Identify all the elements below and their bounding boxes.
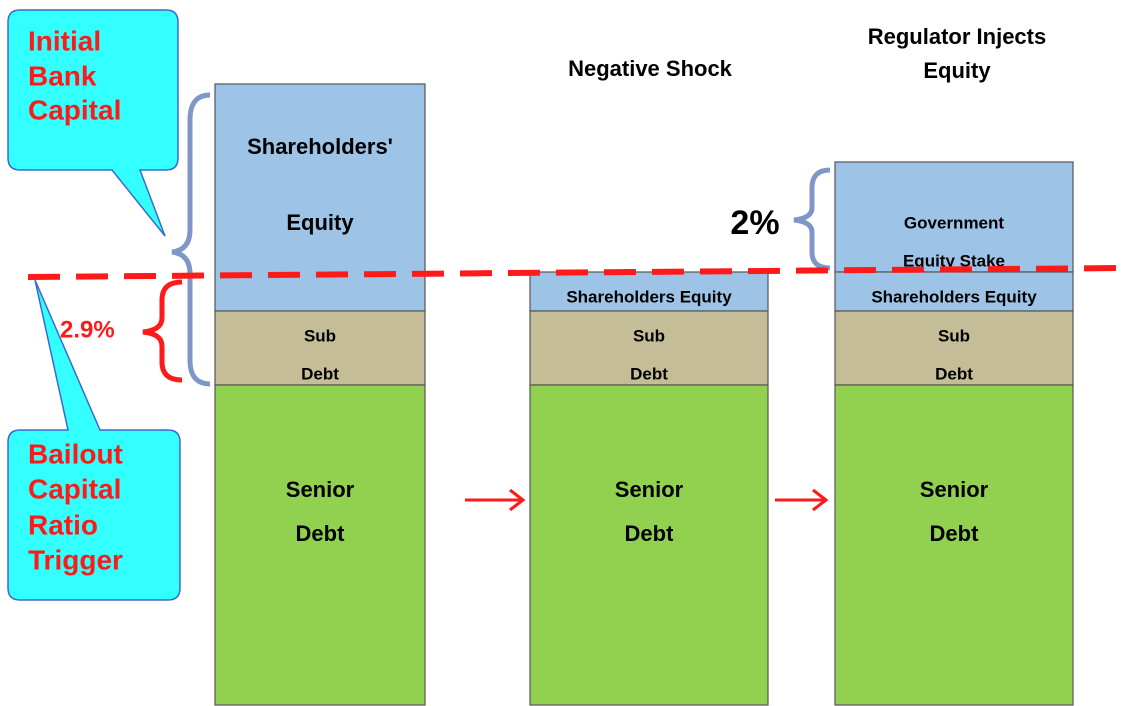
block-label: Senior (920, 477, 989, 502)
block-label: Debt (935, 364, 973, 383)
block-label: Debt (296, 521, 346, 546)
arrow (465, 488, 829, 512)
sub-debt-block (214, 310, 426, 386)
callout-text: Ratio (28, 509, 98, 540)
annotation: 2.9% (60, 316, 115, 343)
annotation: 2% (730, 204, 779, 242)
senior-debt-block (834, 384, 1074, 706)
block-label: Equity Stake (903, 251, 1005, 270)
callout-trigger (7, 279, 181, 601)
callout-text: Bailout (28, 438, 123, 469)
block-label: Equity (286, 210, 354, 235)
trigger-line (27, 265, 1122, 280)
brace (793, 167, 831, 271)
block-label: Debt (625, 521, 675, 546)
block-label: Senior (286, 477, 355, 502)
callout-text: Capital (28, 94, 121, 125)
senior-debt-block (529, 384, 769, 706)
gov-equity-block (834, 161, 1074, 273)
block-label: Sub (304, 326, 336, 345)
block-label: Debt (301, 364, 339, 383)
block-label: Debt (630, 364, 668, 383)
brace (142, 279, 183, 383)
sub-debt-block (529, 310, 769, 386)
block-label: Sub (633, 326, 665, 345)
callout-text: Capital (28, 473, 121, 504)
block-label: Senior (615, 477, 684, 502)
callout-text: Bank (28, 60, 97, 91)
callout-text: Trigger (28, 544, 123, 575)
block-label: Government (904, 213, 1004, 232)
callout-text: Initial (28, 25, 101, 56)
callout-initial (7, 9, 179, 237)
brace (171, 92, 211, 387)
block-label: Shareholders Equity (871, 287, 1037, 306)
block-label: Shareholders' (247, 134, 393, 159)
column-title: Negative Shock (568, 56, 733, 81)
sub-debt-block (834, 310, 1074, 386)
block-label: Sub (938, 326, 970, 345)
block-label: Debt (930, 521, 980, 546)
column-title: Regulator Injects (868, 24, 1046, 49)
senior-debt-block (214, 384, 426, 706)
block-label: Shareholders Equity (566, 287, 732, 306)
column-title: Equity (923, 58, 991, 83)
